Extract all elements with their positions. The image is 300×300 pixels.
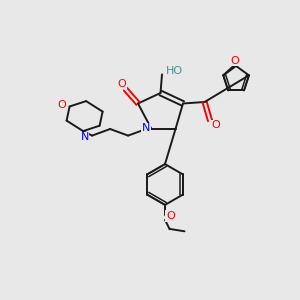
Text: HO: HO (166, 66, 183, 76)
Text: N: N (80, 132, 89, 142)
Text: O: O (166, 211, 175, 221)
Text: O: O (57, 100, 66, 110)
Text: N: N (142, 123, 150, 134)
Text: O: O (230, 56, 239, 66)
Text: O: O (117, 79, 126, 89)
Text: O: O (212, 120, 220, 130)
